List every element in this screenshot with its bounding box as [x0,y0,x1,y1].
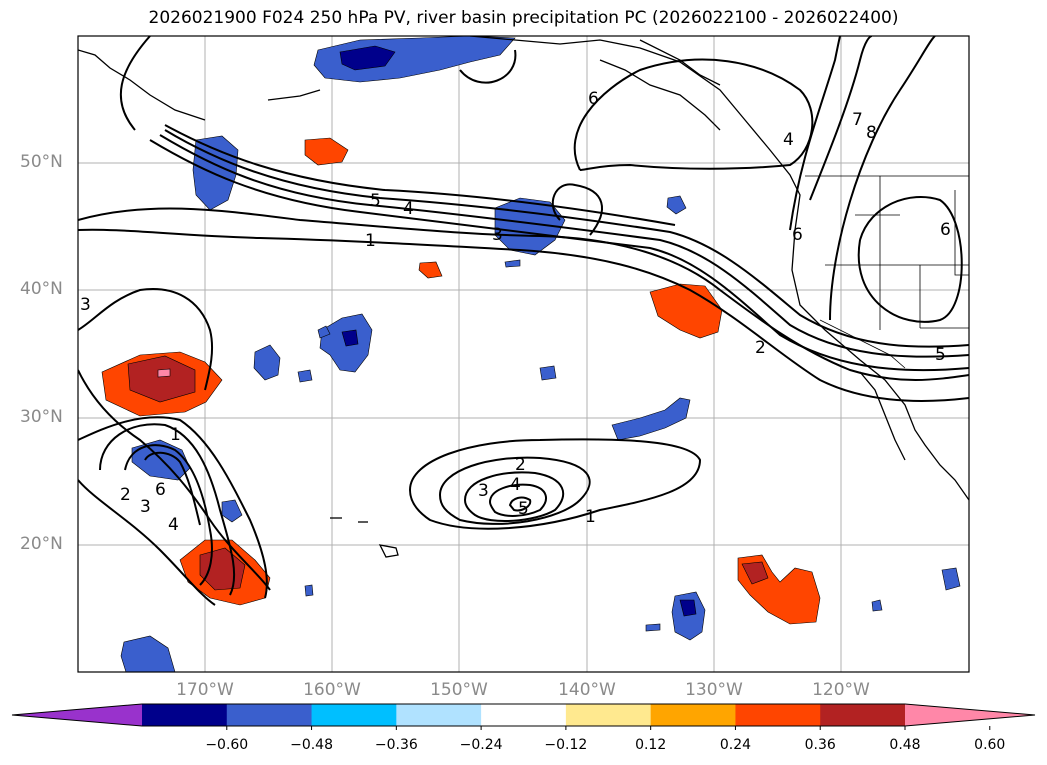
lon-label-140w: 140°W [558,680,616,700]
contour-label: 5 [370,191,381,211]
contour-label: 6 [940,220,951,240]
north-america-coast [469,36,969,501]
map-title: 2026021900 F024 250 hPa PV, river basin … [148,8,899,28]
colorbar-segment [142,704,228,726]
contour-label: 2 [120,485,131,505]
lon-label-120w: 120°W [812,680,870,700]
lon-label-170w: 170°W [176,680,234,700]
colorbar-tick-label: −0.48 [290,737,333,753]
lon-label-160w: 160°W [303,680,361,700]
contour-label: 3 [80,295,91,315]
colorbar-tick-label: −0.36 [374,737,418,753]
contour-label: 2 [515,455,526,475]
contour-label: 5 [518,499,529,519]
colorbar-segment [650,704,736,726]
colorbar-segment [565,704,652,726]
contour-label: 3 [478,481,489,501]
colorbar-segment [311,704,397,726]
pv-contour-3 [149,139,969,372]
contour-label: 8 [866,123,877,143]
contour-label: 3 [140,497,151,517]
pv-contour-6 [164,124,676,226]
contour-label: 3 [492,225,503,245]
contour-label: 2 [755,338,766,358]
lat-label-20n: 20°N [20,534,63,554]
colorbar-extend-high [905,704,1035,726]
colorbar-tick-label: −0.12 [544,737,588,753]
colorbar-segment [820,704,906,726]
colorbar [11,703,1036,730]
contour-label: 6 [588,89,599,109]
map-frame [77,35,970,673]
colorbar-segment [396,704,482,726]
colorbar-tick-label: 0.24 [719,737,752,753]
contour-label: 4 [403,199,414,219]
contour-label: 5 [935,345,946,365]
contour-label: 4 [168,515,179,535]
lon-label-150w: 150°W [430,680,488,700]
colorbar-segment [481,704,567,726]
colorbar-segment [226,704,313,726]
lat-label-30n: 30°N [20,407,63,427]
contour-label: 1 [365,231,376,251]
pv-contour-4 [159,134,969,358]
colorbar-tick-label: 0.48 [889,737,921,753]
contour-label: 6 [792,225,803,245]
contour-labels: 1 5 4 3 6 2 5 6 4 7 8 2 3 4 5 1 1 2 3 6 … [80,89,951,535]
pv-contour-5 [164,129,969,348]
colorbar-tick-label: 0.12 [635,737,667,753]
colorbar-segment [735,704,821,726]
colorbar-tick-label: 0.36 [804,737,836,753]
contour-label: 6 [155,480,166,500]
colorbar-extend-low [12,704,142,726]
contour-label: 1 [170,425,181,445]
precip-blob-north-cluster [313,36,516,83]
contour-label: 4 [510,475,521,495]
coastlines [78,36,969,558]
pv-contour-low-1 [409,438,702,530]
colorbar-tick-label: −0.60 [205,737,249,753]
contour-label: 1 [585,507,596,527]
pv-contours [78,36,969,606]
colorbar-tick-label: 0.60 [974,737,1006,753]
contour-label: 4 [783,130,794,150]
lon-label-130w: 130°W [685,680,743,700]
lat-label-40n: 40°N [20,279,63,299]
lat-label-50n: 50°N [20,152,63,172]
contour-label: 7 [852,110,863,130]
precip-negative-regions [120,36,961,672]
pv-contour-1 [78,228,969,402]
colorbar-tick-label: −0.24 [459,737,503,753]
colorbar-outline [11,703,1036,727]
